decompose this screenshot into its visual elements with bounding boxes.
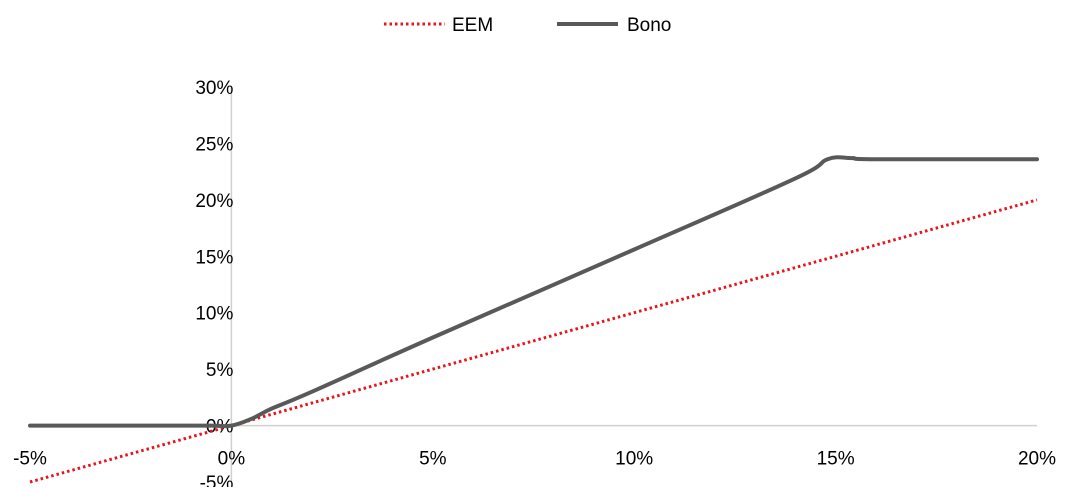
- x-tick-label: 0%: [218, 449, 246, 470]
- y-tick-label: 15%: [195, 247, 233, 268]
- y-tick-label: 20%: [195, 191, 233, 212]
- legend-label-eem: EEM: [452, 15, 493, 36]
- y-tick-label: -5%: [200, 473, 234, 487]
- y-tick-label: 5%: [206, 360, 234, 381]
- y-tick-label: 10%: [195, 304, 233, 325]
- x-tick-label: 15%: [817, 449, 855, 470]
- x-tick-label: 20%: [1018, 449, 1056, 470]
- series-line-eem: [29, 198, 1038, 484]
- legend-label-bono: Bono: [627, 15, 671, 36]
- x-tick-label: -5%: [13, 449, 47, 470]
- series-line-bono: [28, 155, 1039, 429]
- x-tick-label: 5%: [419, 449, 447, 470]
- y-tick-label: 25%: [195, 134, 233, 155]
- x-tick-label: 10%: [615, 449, 653, 470]
- y-tick-label: 30%: [195, 78, 233, 99]
